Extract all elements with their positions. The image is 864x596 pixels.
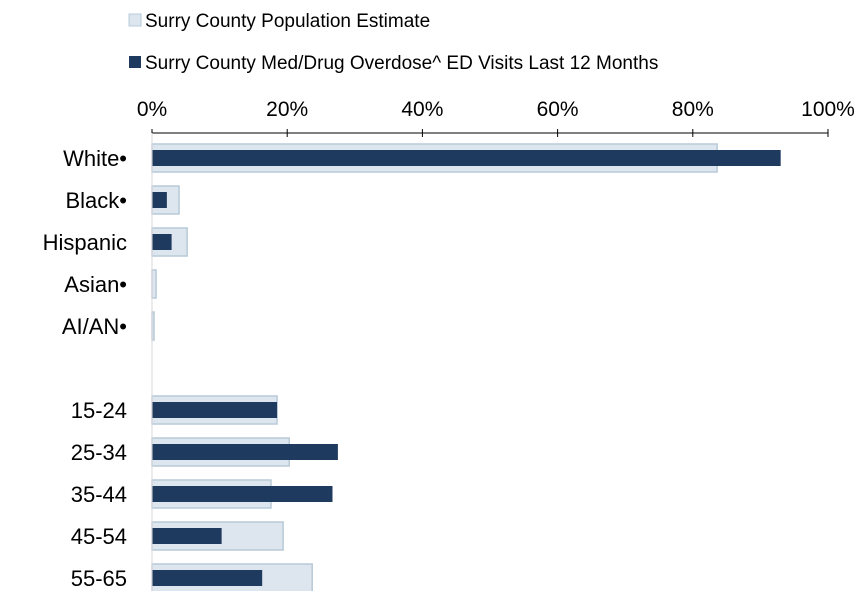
ed-visit-bar	[152, 402, 278, 418]
ed-visit-bar	[152, 570, 263, 586]
legend-label-ed-visits: Surry County Med/Drug Overdose^ ED Visit…	[145, 53, 658, 74]
ed-visit-bar	[152, 234, 172, 250]
category-label: AI/AN•	[62, 314, 127, 339]
legend-swatch-ed-visits	[129, 56, 141, 68]
ed-visit-bars	[152, 150, 781, 586]
ed-visit-bar	[152, 192, 167, 208]
category-label: Asian•	[64, 272, 127, 297]
x-tick-label: 20%	[266, 98, 308, 121]
x-tick-label: 80%	[672, 98, 714, 121]
category-label: 45-54	[71, 524, 127, 549]
ed-visit-bar	[152, 528, 222, 544]
category-label: 25-34	[71, 440, 127, 465]
category-label: 35-44	[71, 482, 127, 507]
x-tick-label: 40%	[401, 98, 443, 121]
ed-visit-bar	[152, 486, 333, 502]
x-tick-label: 60%	[537, 98, 579, 121]
category-label: Hispanic	[43, 230, 127, 255]
x-axis: 0% 20% 40% 60% 80% 100%	[137, 98, 855, 137]
x-tick-label: 100%	[801, 98, 855, 121]
population-bars	[151, 143, 718, 593]
legend-swatch-population	[128, 13, 142, 27]
category-label: 55-65	[71, 566, 127, 591]
legend: Surry County Population Estimate Surry Co…	[128, 11, 658, 74]
legend-label-population: Surry County Population Estimate	[145, 11, 430, 32]
x-tick-label: 0%	[137, 98, 167, 121]
population-bar	[151, 269, 157, 299]
category-label: 15-24	[71, 398, 127, 423]
ed-visit-bar	[152, 150, 781, 166]
ed-visit-bar	[152, 444, 338, 460]
category-label: White•	[63, 146, 127, 171]
category-labels: White• Black• Hispanic Asian• AI/AN• 15-24 25-…	[43, 146, 127, 591]
category-label: Black•	[66, 188, 128, 213]
